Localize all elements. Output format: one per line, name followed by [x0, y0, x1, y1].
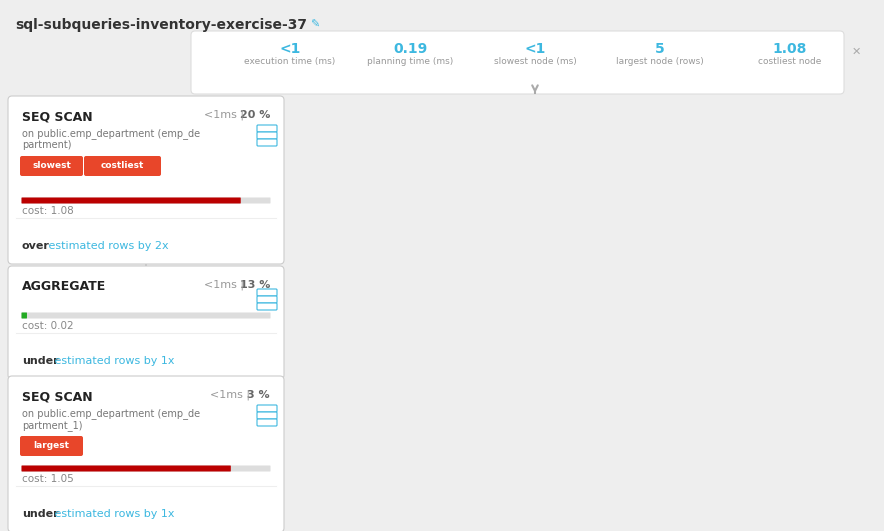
Text: under: under — [22, 509, 58, 519]
Text: costliest node: costliest node — [758, 57, 822, 66]
FancyBboxPatch shape — [257, 303, 277, 310]
Text: SEQ SCAN: SEQ SCAN — [22, 390, 93, 403]
FancyBboxPatch shape — [8, 96, 284, 264]
Text: cost: 1.05: cost: 1.05 — [22, 474, 73, 484]
Text: 0.19: 0.19 — [392, 42, 427, 56]
FancyBboxPatch shape — [257, 419, 277, 426]
Text: estimated rows by 1x: estimated rows by 1x — [51, 356, 174, 366]
Text: AGGREGATE: AGGREGATE — [22, 280, 106, 293]
FancyBboxPatch shape — [257, 296, 277, 303]
Text: planning time (ms): planning time (ms) — [367, 57, 453, 66]
Text: cost: 0.02: cost: 0.02 — [22, 321, 73, 331]
FancyBboxPatch shape — [257, 125, 277, 132]
Text: ✕: ✕ — [851, 47, 861, 57]
Text: <1: <1 — [279, 42, 301, 56]
Text: slowest node (ms): slowest node (ms) — [493, 57, 576, 66]
FancyBboxPatch shape — [20, 436, 83, 456]
Text: 20 %: 20 % — [240, 110, 270, 120]
Text: partment): partment) — [22, 140, 72, 150]
FancyBboxPatch shape — [21, 466, 271, 472]
Text: 1.08: 1.08 — [773, 42, 807, 56]
FancyBboxPatch shape — [257, 132, 277, 139]
FancyBboxPatch shape — [21, 198, 271, 203]
Text: 13 %: 13 % — [240, 280, 270, 290]
Text: 3 %: 3 % — [248, 390, 270, 400]
FancyBboxPatch shape — [21, 466, 231, 472]
Text: costliest: costliest — [101, 161, 144, 170]
Text: largest node (rows): largest node (rows) — [616, 57, 704, 66]
FancyBboxPatch shape — [84, 156, 161, 176]
FancyBboxPatch shape — [257, 405, 277, 412]
Text: execution time (ms): execution time (ms) — [244, 57, 336, 66]
Text: on public.emp_department (emp_de: on public.emp_department (emp_de — [22, 408, 200, 419]
FancyBboxPatch shape — [8, 376, 284, 531]
Text: slowest: slowest — [32, 161, 71, 170]
Text: over: over — [22, 241, 50, 251]
Text: on public.emp_department (emp_de: on public.emp_department (emp_de — [22, 128, 200, 139]
Text: partment_1): partment_1) — [22, 420, 82, 431]
FancyBboxPatch shape — [257, 412, 277, 419]
Text: ✎: ✎ — [310, 20, 319, 30]
FancyBboxPatch shape — [8, 266, 284, 379]
FancyBboxPatch shape — [257, 139, 277, 146]
Text: <1: <1 — [524, 42, 545, 56]
FancyBboxPatch shape — [21, 198, 240, 203]
Text: <1ms |: <1ms | — [204, 280, 248, 290]
FancyBboxPatch shape — [21, 313, 27, 319]
Text: <1ms |: <1ms | — [210, 390, 254, 400]
Text: 5: 5 — [655, 42, 665, 56]
Text: <1ms |: <1ms | — [204, 110, 248, 121]
Text: under: under — [22, 356, 58, 366]
Text: estimated rows by 2x: estimated rows by 2x — [45, 241, 169, 251]
FancyBboxPatch shape — [257, 289, 277, 296]
Text: largest: largest — [34, 441, 70, 450]
Text: cost: 1.08: cost: 1.08 — [22, 206, 73, 216]
FancyBboxPatch shape — [21, 313, 271, 319]
Text: SEQ SCAN: SEQ SCAN — [22, 110, 93, 123]
FancyBboxPatch shape — [20, 156, 83, 176]
Text: sql-subqueries-inventory-exercise-37: sql-subqueries-inventory-exercise-37 — [15, 18, 307, 32]
FancyBboxPatch shape — [191, 31, 844, 94]
Text: estimated rows by 1x: estimated rows by 1x — [51, 509, 174, 519]
